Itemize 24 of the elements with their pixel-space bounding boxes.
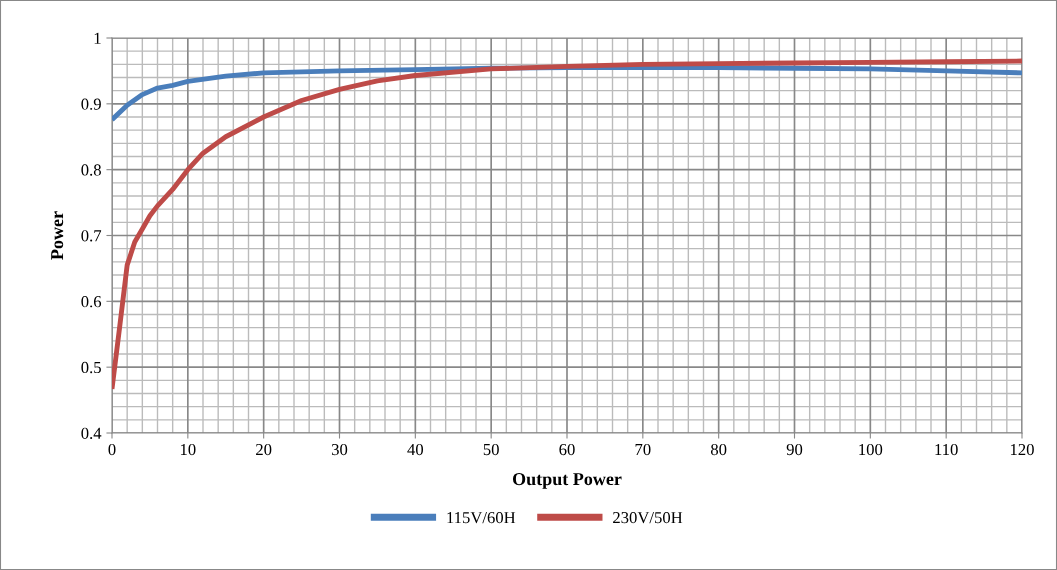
y-tick-label: 0.9 <box>81 98 101 110</box>
y-tick-label: 0.5 <box>81 361 101 374</box>
x-tick-label: 50 <box>483 443 499 456</box>
x-tick-label: 90 <box>786 443 803 456</box>
x-tick-label: 20 <box>256 443 272 456</box>
x-tick-label: 110 <box>935 443 958 456</box>
legend-label: 230V/50H <box>613 511 683 524</box>
x-tick-label: 10 <box>180 443 196 456</box>
y-tick-label: 0.4 <box>81 427 102 440</box>
legend-label: 115V/60H <box>447 511 516 524</box>
x-tick-label: 120 <box>1010 443 1034 456</box>
y-tick-label: 0.6 <box>81 296 102 308</box>
y-axis-title: Power <box>51 211 64 260</box>
x-tick-label: 100 <box>859 443 883 456</box>
x-tick-label: 60 <box>559 443 575 456</box>
x-tick-label: 30 <box>331 443 348 456</box>
y-tick-label: 0.8 <box>81 164 101 176</box>
y-tick-label: 0.7 <box>81 230 102 242</box>
x-tick-label: 40 <box>407 443 424 456</box>
x-axis-title: Output Power <box>512 472 622 489</box>
y-tick-label: 1 <box>94 32 101 44</box>
x-tick-label: 80 <box>710 443 727 456</box>
x-tick-label: 70 <box>635 443 651 456</box>
x-tick-label: 0 <box>108 443 116 456</box>
